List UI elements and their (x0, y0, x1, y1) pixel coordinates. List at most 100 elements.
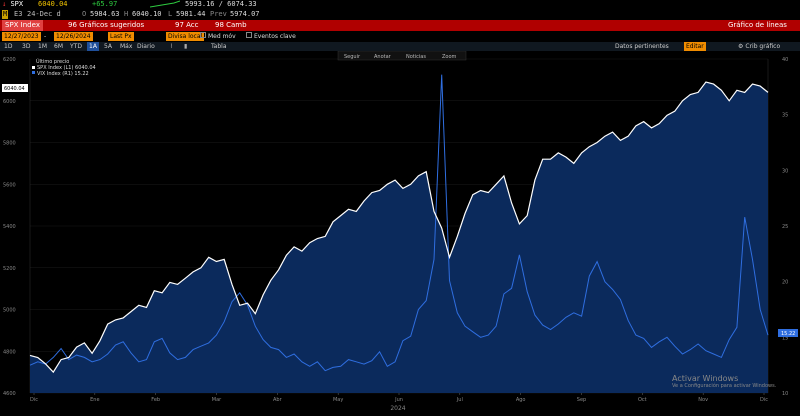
right-tick-label: 20 (782, 280, 788, 286)
x-tick-label: Abr (273, 397, 283, 403)
tab-6m[interactable]: 6M (54, 43, 63, 50)
high-label: H (124, 10, 129, 18)
left-tick-label: 6000 (3, 99, 16, 105)
spx-series-line (29, 81, 769, 374)
last-price: 6040.04 (38, 0, 68, 8)
security-field[interactable]: SPX Index (2, 20, 43, 31)
chart-type-label: Gráfico de líneas (728, 21, 787, 29)
exchange-code: E3 (14, 10, 23, 18)
right-tick-label: 30 (782, 168, 788, 174)
day-range: 5993.16 / 6074.33 (185, 0, 257, 8)
x-tick-label: Jul (456, 397, 463, 403)
tab-table[interactable]: Tabla (211, 43, 227, 50)
tab-5a[interactable]: 5A (104, 43, 112, 50)
chart-settings-button[interactable]: ⚙ Crib gráfico (738, 43, 781, 50)
tab-1d[interactable]: 1D (4, 43, 13, 50)
sparkline-icon (149, 0, 181, 8)
watermark-title: Activar Windows (672, 374, 739, 383)
left-tick-label: 5400 (3, 224, 16, 230)
watermark-subtitle: Ve a Configuración para activar Windows. (672, 383, 777, 389)
left-axis-ticks: 6200 6000 5800 5600 5400 5200 5000 4800 4600 (3, 57, 16, 397)
annotate-button[interactable]: Anotar (374, 54, 392, 60)
left-tick-label: 4600 (3, 391, 16, 397)
currency-select[interactable]: Divisa local (166, 32, 205, 41)
high-value: 6040.10 (132, 10, 162, 18)
key-events-toggle[interactable]: Eventos clave (246, 32, 296, 41)
follow-button[interactable]: Seguir (344, 54, 361, 60)
right-tick-label: 15 (782, 335, 788, 341)
x-tick-label: Ago (516, 397, 526, 403)
legend-swatch-vix (32, 71, 35, 74)
tab-1a[interactable]: 1A (87, 42, 99, 51)
actions-menu[interactable]: 97 Acc (175, 21, 199, 29)
x-tick-label: Dic (30, 397, 38, 403)
market-badge: M (2, 10, 9, 19)
legend-entry-vix: VIX Index (R1) 15.22 (37, 71, 89, 77)
legend-swatch-spx (32, 66, 35, 69)
right-tick-label: 35 (782, 113, 788, 119)
chart-style-icon[interactable]: ▮ (184, 43, 188, 50)
low-value: 5981.44 (176, 10, 206, 18)
zoom-button[interactable]: Zoom (442, 54, 457, 60)
related-data-menu[interactable]: Datos pertinentes (615, 43, 669, 50)
checkbox-icon (246, 32, 252, 38)
tab-1m[interactable]: 1M (38, 43, 47, 50)
news-button[interactable]: Noticias (406, 54, 426, 60)
settings-bar: 12/27/2023 - 12/26/2024 Last Px Divisa l… (0, 32, 800, 41)
right-axis-ticks: 40 35 30 25 20 15 10 (782, 57, 788, 397)
x-tick-label: Oct (638, 397, 647, 403)
vix-last-badge: 15.22 (781, 331, 795, 337)
open-label: O (82, 10, 87, 18)
legend-title: Último precio (36, 58, 69, 65)
tab-ytd[interactable]: YTD (70, 43, 82, 50)
edit-button[interactable]: Editar (684, 42, 706, 51)
left-tick-label: 5600 (3, 182, 16, 188)
open-value: 5984.63 (90, 10, 120, 18)
prev-value: 5974.07 (230, 10, 260, 18)
x-tick-label: Mar (212, 397, 222, 403)
suggested-charts-menu[interactable]: 96 Gráficos sugeridos (68, 21, 145, 29)
x-tick-label: Dic (760, 397, 768, 403)
x-tick-label: Feb (151, 397, 160, 403)
spx-last-badge: 6040.04 (4, 86, 25, 92)
sparkline (149, 0, 181, 11)
legend: Último precio SPX Index (L1) 6040.04 VIX… (30, 56, 110, 77)
field-select[interactable]: Last Px (108, 32, 134, 41)
left-tick-label: 5200 (3, 266, 16, 272)
spx-area-fill (30, 82, 768, 393)
tab-max[interactable]: Máx (120, 43, 133, 50)
left-tick-label: 5800 (3, 141, 16, 147)
spx-last-badge-box (2, 84, 28, 92)
chart-tools: Seguir Anotar Noticias Zoom (337, 50, 467, 61)
ticker-label[interactable]: ↓ SPX (2, 0, 24, 8)
right-tick-label: 25 (782, 224, 788, 230)
left-tick-label: 4800 (3, 349, 16, 355)
period-tabs: 1D 3D 1M 6M YTD 1A 5A Máx Diario ⌇ ▮ Tab… (0, 42, 800, 51)
vix-last-badge-box (778, 329, 798, 337)
down-arrow-icon: ↓ (2, 0, 7, 8)
left-tick-label: 6200 (3, 57, 16, 63)
checkbox-icon (200, 32, 206, 38)
line-style-icon[interactable]: ⌇ (170, 43, 173, 50)
tab-3d[interactable]: 3D (22, 43, 31, 50)
prev-label: Prev (210, 10, 227, 18)
quote-row-primary: ↓ SPX 6040.04 +65.97 5993.16 / 6074.33 (0, 0, 800, 9)
legend-entry-spx: SPX Index (L1) 6040.04 (37, 65, 96, 71)
start-date-input[interactable]: 12/27/2023 (2, 32, 41, 41)
gear-icon: ⚙ (738, 43, 744, 50)
end-date-input[interactable]: 12/26/2024 (54, 32, 93, 41)
frequency-select[interactable]: Diario (137, 43, 155, 50)
moving-average-toggle[interactable]: Med móv (200, 32, 236, 41)
x-axis-ticks: Dic Ene Feb Mar Abr May Jun Jul Ago Sep Oct Nov Dic (30, 393, 768, 403)
right-tick-label: 40 (782, 57, 788, 63)
line-chart[interactable]: 6200 6000 5800 5600 5400 5200 5000 4800 4600 40 3… (0, 50, 800, 412)
x-tick-label: Nov (698, 397, 708, 403)
vix-series-line (29, 74, 769, 372)
chart-area[interactable]: 6200 6000 5800 5600 5400 5200 5000 4800 4600 40 3… (0, 50, 800, 412)
x-tick-label: Ene (90, 397, 99, 403)
x-tick-label: May (333, 397, 343, 403)
change-menu[interactable]: 98 Camb (215, 21, 247, 29)
left-tick-label: 5000 (3, 308, 16, 314)
net-change: +65.97 (92, 0, 118, 8)
date-separator: - (44, 33, 47, 40)
